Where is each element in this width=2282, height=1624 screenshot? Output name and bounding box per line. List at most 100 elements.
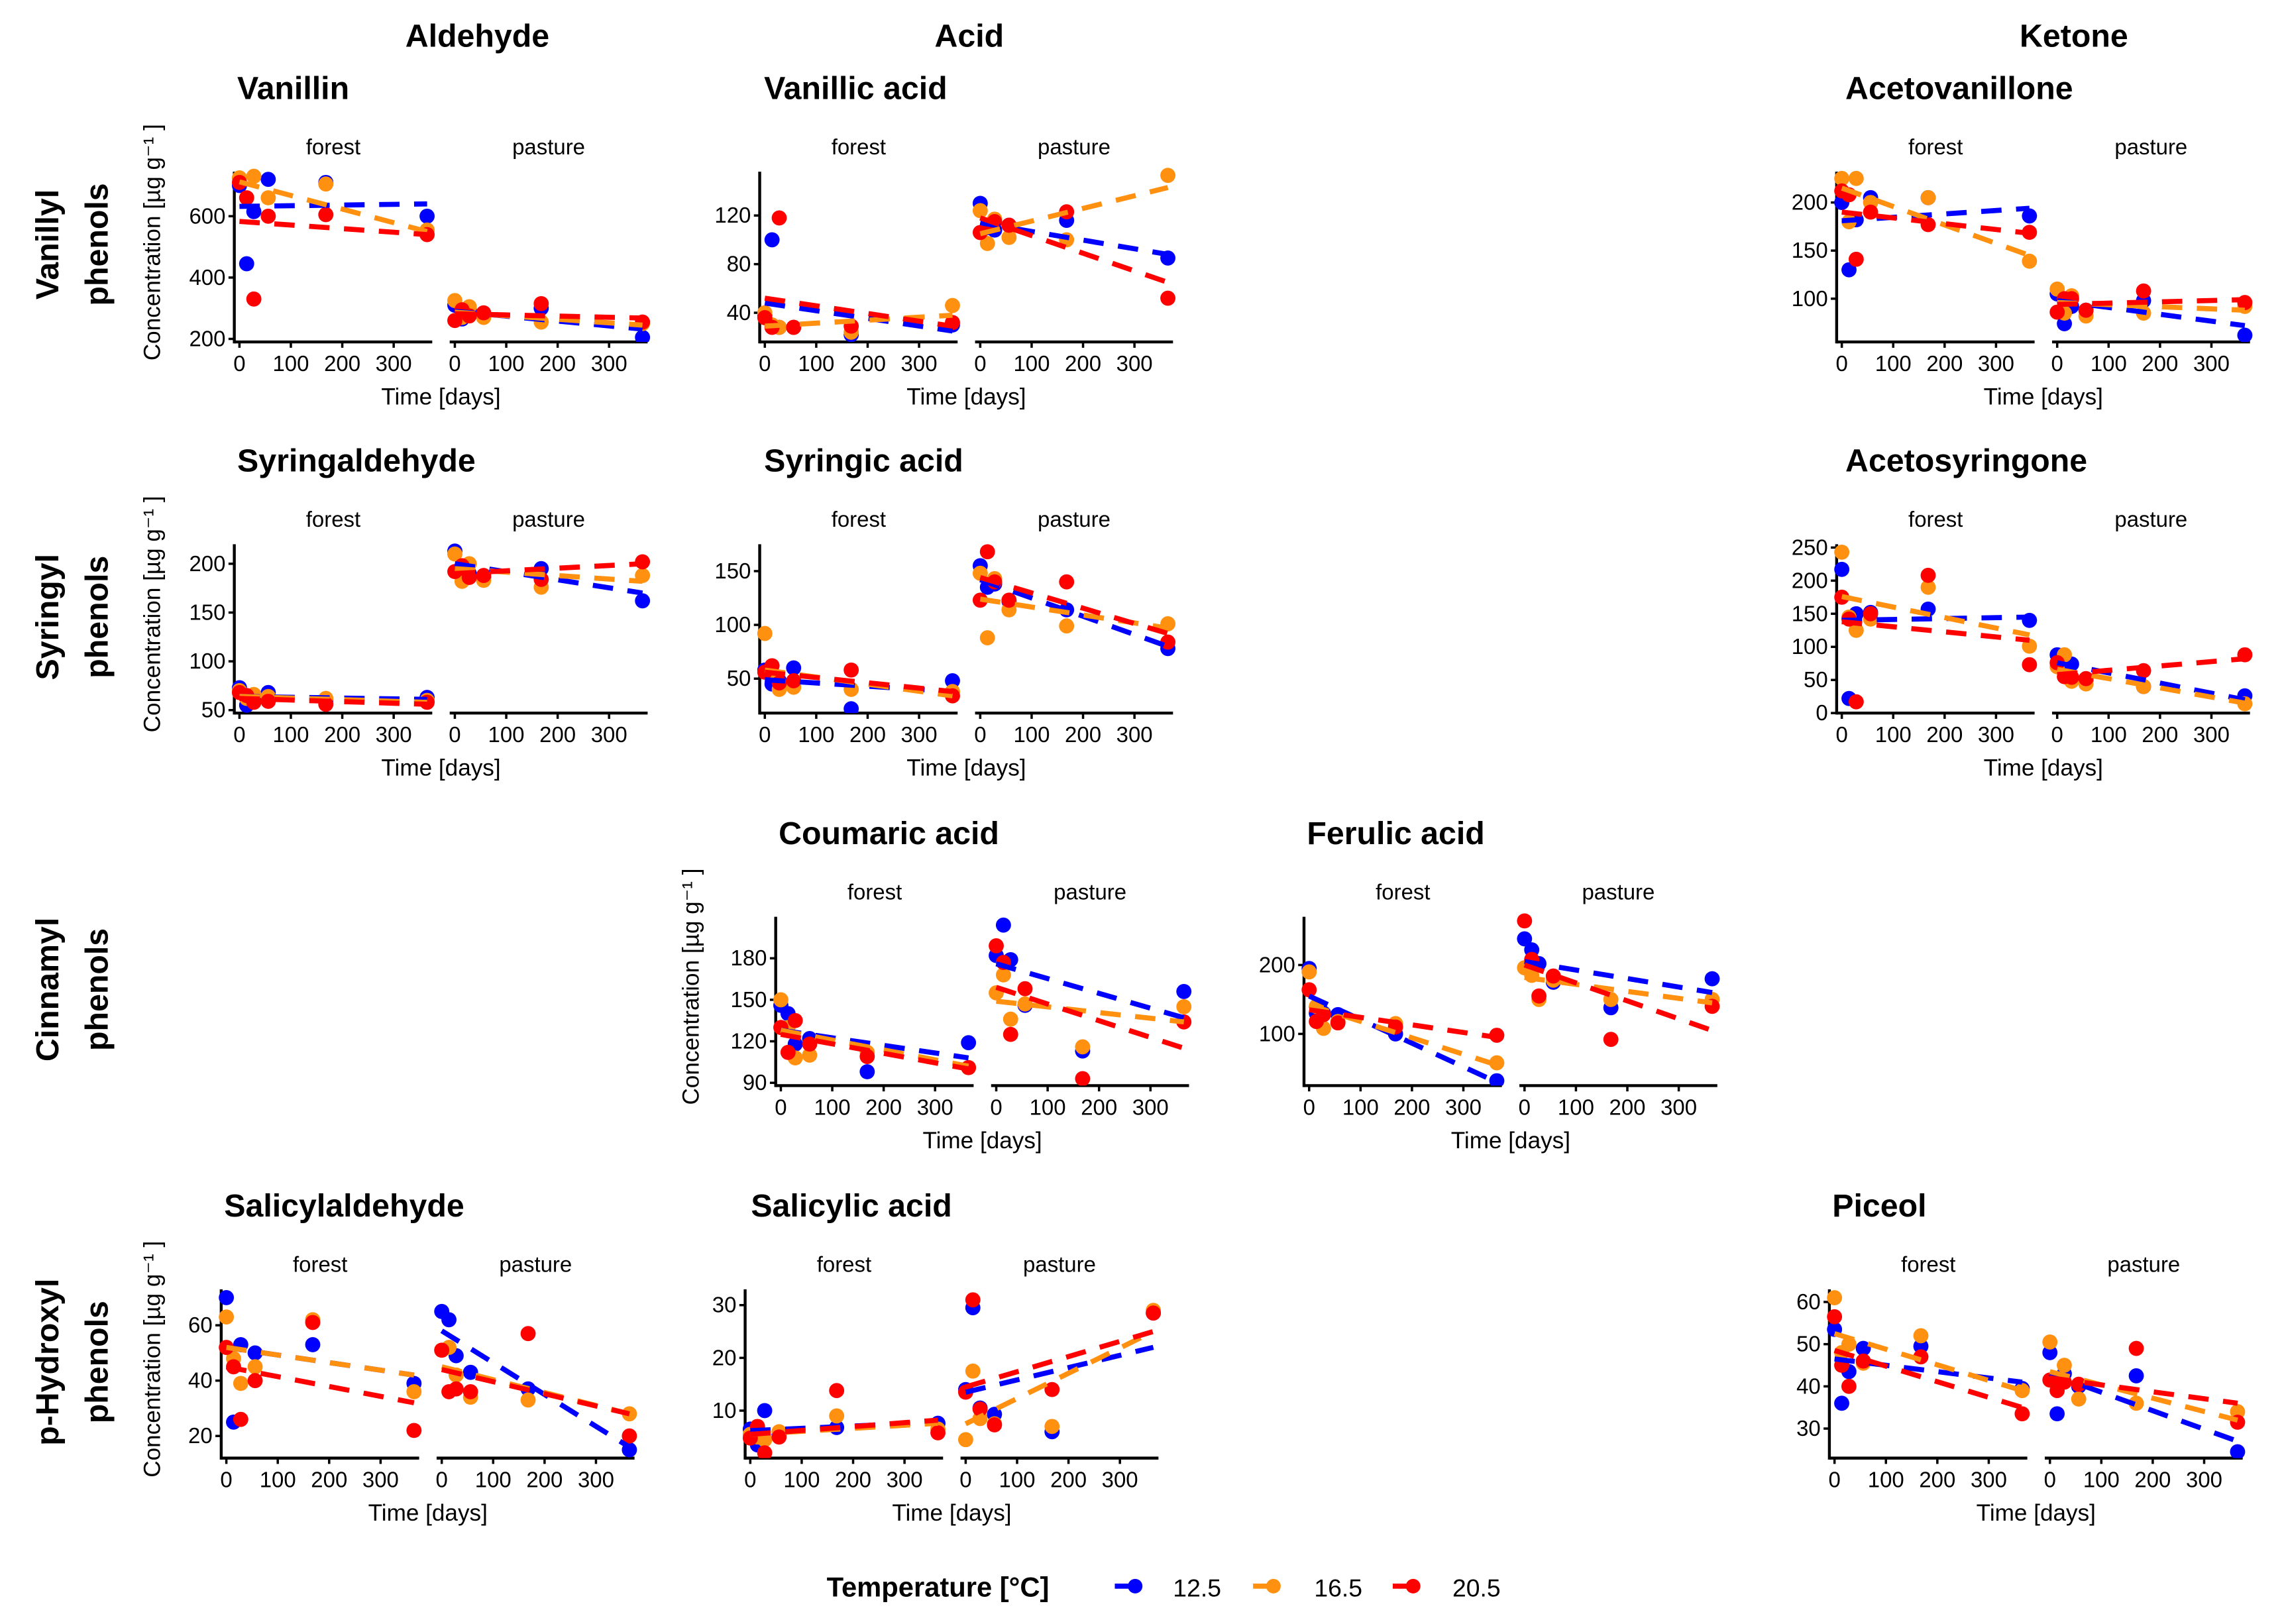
data-point-12-5 bbox=[764, 232, 780, 248]
y-tick-label: 50 bbox=[1796, 1332, 1821, 1356]
row-label-cinnamyl-line2: phenols bbox=[80, 928, 115, 1051]
fit-line-16-5 bbox=[226, 1344, 415, 1378]
y-tick-label: 120 bbox=[714, 203, 751, 227]
data-point-20-5 bbox=[406, 1423, 422, 1438]
fit-line-20-5 bbox=[2049, 1375, 2238, 1406]
x-tick-label: 100 bbox=[999, 1468, 1036, 1492]
data-point-20-5 bbox=[989, 938, 1004, 953]
data-point-20-5 bbox=[2078, 302, 2094, 318]
data-point-16-5 bbox=[1920, 189, 1936, 205]
data-point-16-5 bbox=[2042, 1334, 2058, 1350]
fit-line-16-5 bbox=[780, 1028, 969, 1069]
legend-dot-swatch bbox=[1266, 1578, 1281, 1594]
data-point-16-5 bbox=[1489, 1055, 1505, 1071]
fit-line-12-5 bbox=[440, 1328, 631, 1450]
x-tick-label: 300 bbox=[2193, 722, 2230, 747]
plot-area bbox=[972, 168, 1175, 306]
data-point-16-5 bbox=[979, 630, 995, 645]
fit-line-12-5 bbox=[239, 201, 427, 209]
data-point-12-5 bbox=[2022, 208, 2038, 224]
data-point-20-5 bbox=[859, 1049, 875, 1064]
y-tick-label: 150 bbox=[1792, 601, 1828, 625]
y-axis-title: Concentration [µg g⁻¹ ] bbox=[140, 1241, 166, 1478]
data-point-20-5 bbox=[318, 207, 334, 223]
legend-item-20-5[interactable]: 20.5 bbox=[1392, 1574, 1501, 1601]
panel-title: Salicylaldehyde bbox=[224, 1188, 464, 1224]
facet-forest: forest 0 100 200 300 bbox=[1301, 879, 1505, 1119]
y-tick-label: 50 bbox=[1804, 667, 1828, 692]
data-point-16-5 bbox=[1044, 1419, 1060, 1435]
data-point-16-5 bbox=[1920, 579, 1936, 595]
x-tick-label: 0 bbox=[775, 1095, 787, 1119]
data-point-16-5 bbox=[1160, 168, 1175, 184]
x-tick-label: 200 bbox=[324, 722, 360, 747]
data-point-12-5 bbox=[1517, 931, 1533, 947]
panel-title: Ferulic acid bbox=[1307, 816, 1484, 851]
column-header-ketone: Ketone bbox=[2020, 18, 2128, 54]
data-point-12-5 bbox=[786, 660, 802, 676]
data-point-20-5 bbox=[1603, 1032, 1619, 1048]
x-axis-title: Time [days] bbox=[922, 1128, 1042, 1154]
x-tick-label: 0 bbox=[449, 722, 461, 747]
facet-strip-label: pasture bbox=[1038, 135, 1111, 159]
data-point-16-5 bbox=[945, 298, 960, 313]
y-tick-label: 60 bbox=[188, 1313, 213, 1337]
data-point-16-5 bbox=[219, 1309, 235, 1325]
x-tick-label: 300 bbox=[591, 722, 627, 747]
x-tick-label: 200 bbox=[1065, 351, 1101, 376]
x-axis-title: Time [days] bbox=[906, 755, 1026, 781]
panel-piceol: Piceol 30 40 50 60 forest 0 100 200 300 pasture 0 10… bbox=[1796, 1188, 2246, 1526]
y-tick-label: 40 bbox=[1796, 1374, 1821, 1398]
data-point-12-5 bbox=[843, 701, 859, 714]
y-tick-label: 400 bbox=[189, 265, 225, 290]
x-tick-label: 200 bbox=[1926, 351, 1963, 376]
legend-item-16-5[interactable]: 16.5 bbox=[1253, 1574, 1362, 1601]
legend-dot-swatch bbox=[1405, 1578, 1421, 1594]
y-tick-label: 120 bbox=[731, 1029, 767, 1054]
facet-strip-label: forest bbox=[832, 507, 886, 531]
x-tick-label: 200 bbox=[1081, 1095, 1117, 1119]
fit-line-16-5 bbox=[2057, 667, 2246, 706]
fit-line-20-5 bbox=[239, 696, 427, 707]
data-point-16-5 bbox=[802, 1048, 818, 1063]
data-point-20-5 bbox=[247, 1373, 263, 1389]
x-tick-label: 0 bbox=[2051, 351, 2063, 376]
facet-forest: forest 0 100 200 300 bbox=[757, 135, 960, 376]
y-tick-label: 150 bbox=[1792, 238, 1828, 262]
data-point-16-5 bbox=[2071, 1391, 2087, 1407]
row-label-cinnamyl-line1: Cinnamyl bbox=[30, 918, 66, 1061]
facet-forest: forest 0 100 200 300 bbox=[219, 1252, 422, 1492]
x-tick-label: 0 bbox=[233, 722, 245, 747]
x-tick-label: 200 bbox=[1393, 1095, 1430, 1119]
data-point-20-5 bbox=[786, 673, 802, 688]
x-tick-label: 200 bbox=[526, 1468, 563, 1492]
facet-strip-label: pasture bbox=[1023, 1252, 1096, 1277]
data-point-16-5 bbox=[406, 1383, 422, 1399]
fit-line-16-5 bbox=[996, 999, 1185, 1025]
y-tick-label: 100 bbox=[1792, 286, 1828, 311]
facet-strip-label: forest bbox=[1376, 879, 1430, 904]
data-point-20-5 bbox=[972, 1401, 988, 1417]
panel-title: Acetosyringone bbox=[1845, 443, 2087, 479]
legend-item-12-5[interactable]: 12.5 bbox=[1114, 1574, 1221, 1601]
row-label-p-hydroxyl-line2: phenols bbox=[80, 1301, 115, 1423]
data-point-16-5 bbox=[1848, 622, 1864, 638]
fit-line-12-5 bbox=[454, 561, 643, 596]
panel-acetosyringone: Acetosyringone 0 50 100 150 200 250 forest 0 100 2… bbox=[1792, 443, 2253, 781]
plot-area bbox=[972, 544, 1175, 657]
fit-line-20-5 bbox=[764, 669, 953, 694]
fit-line-16-5 bbox=[1841, 594, 2030, 638]
data-point-20-5 bbox=[1160, 290, 1175, 306]
data-point-20-5 bbox=[1075, 1071, 1091, 1086]
data-point-12-5 bbox=[1834, 561, 1850, 577]
data-point-20-5 bbox=[2136, 283, 2151, 299]
data-point-12-5 bbox=[247, 1345, 263, 1361]
fit-line-12-5 bbox=[780, 1028, 969, 1061]
x-tick-label: 100 bbox=[272, 722, 309, 747]
y-tick-label: 20 bbox=[712, 1345, 737, 1370]
y-tick-label: 150 bbox=[731, 987, 767, 1012]
data-point-12-5 bbox=[2049, 1406, 2065, 1422]
data-point-16-5 bbox=[1913, 1328, 1929, 1344]
data-point-20-5 bbox=[843, 662, 859, 678]
